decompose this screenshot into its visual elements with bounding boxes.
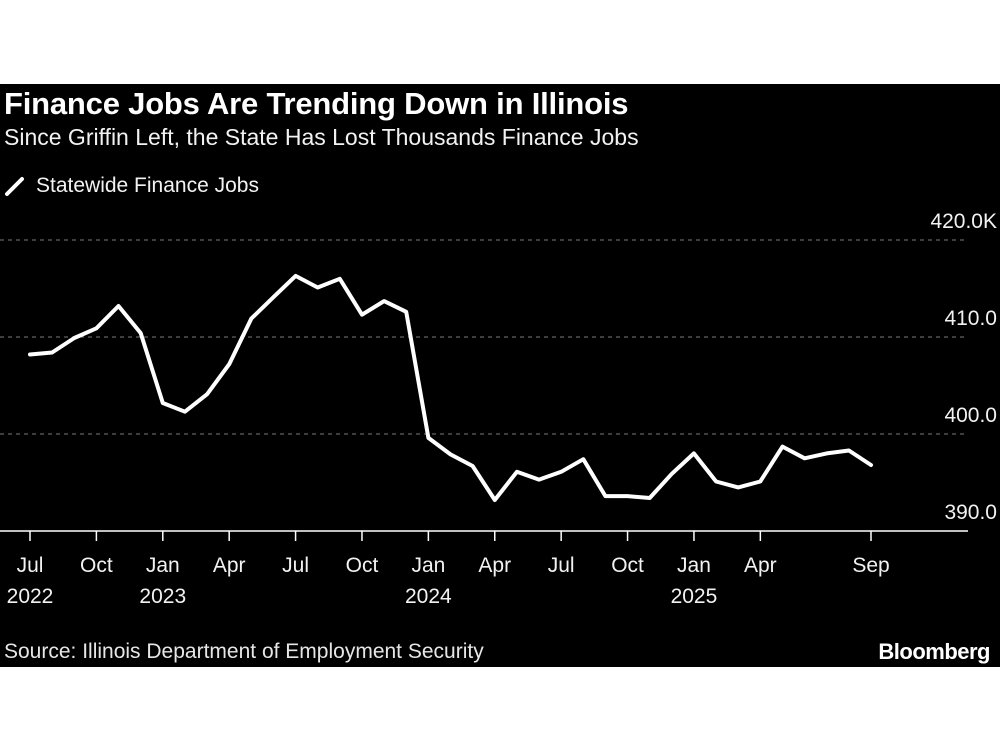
x-tick-label: Jul	[548, 554, 575, 577]
x-tick-label: Oct	[80, 554, 113, 577]
x-tick-label: Oct	[611, 554, 644, 577]
source-note: Source: Illinois Department of Employmen…	[4, 640, 484, 663]
chart-title: Finance Jobs Are Trending Down in Illino…	[4, 86, 629, 121]
bloomberg-logo: Bloomberg	[878, 639, 990, 664]
x-tick-label: Jan	[677, 554, 711, 577]
x-tick-year-label: 2024	[405, 585, 452, 608]
x-tick-year-label: 2025	[671, 585, 718, 608]
legend-label: Statewide Finance Jobs	[36, 174, 259, 197]
x-tick-year-label: 2023	[139, 585, 186, 608]
x-tick-year-label: 2022	[7, 585, 54, 608]
x-tick-label: Sep	[852, 554, 889, 577]
x-tick-label: Jan	[411, 554, 445, 577]
x-tick-label: Apr	[213, 554, 246, 577]
y-tick-label: 400.0	[944, 404, 997, 427]
x-tick-label: Jul	[282, 554, 309, 577]
y-tick-label: 410.0	[944, 307, 997, 330]
line-chart: 420.0K 410.0 400.0 390.0 Jul 2022 Oct Jan 2023 Ap…	[0, 210, 997, 608]
legend-line-swatch-icon	[5, 177, 24, 196]
x-tick-label: Apr	[744, 554, 777, 577]
series-line-statewide-finance-jobs	[28, 273, 873, 502]
x-tick-label: Apr	[478, 554, 511, 577]
y-tick-label: 390.0	[944, 501, 997, 524]
x-tick-label: Oct	[346, 554, 379, 577]
x-tick-label: Jul	[17, 554, 44, 577]
chart-frame: Finance Jobs Are Trending Down in Illino…	[0, 84, 1000, 667]
chart-subtitle: Since Griffin Left, the State Has Lost T…	[4, 124, 639, 150]
legend: Statewide Finance Jobs	[4, 172, 259, 200]
y-tick-label: 420.0K	[930, 210, 997, 233]
x-tick-label: Jan	[146, 554, 180, 577]
